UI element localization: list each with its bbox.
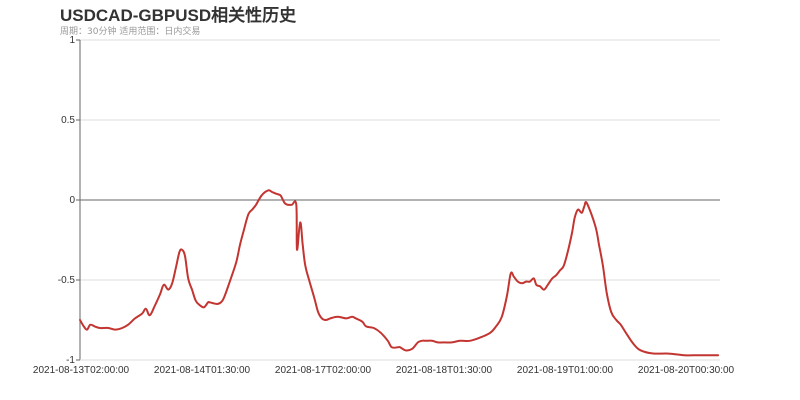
x-tick-label: 2021-08-19T01:00:00: [517, 365, 614, 376]
y-tick-label: 0: [69, 195, 75, 206]
y-tick-labels: 1 0.5 0 -0.5 -1: [58, 35, 80, 366]
x-tick-label: 2021-08-17T02:00:00: [275, 365, 372, 376]
correlation-line: [79, 189, 720, 357]
x-tick-labels: 2021-08-13T02:00:00 2021-08-14T01:30:00 20…: [33, 365, 735, 376]
grid-lines: [80, 39, 720, 361]
x-tick-label: 2021-08-20T00:30:00: [638, 365, 735, 376]
chart-subtitle: 周期：30分钟 适用范围：日内交易: [60, 27, 201, 37]
y-tick-label: 0.5: [61, 115, 75, 126]
y-tick-label: -1: [66, 355, 75, 366]
y-tick-label: -0.5: [58, 275, 76, 286]
chart-title: USDCAD-GBPUSD相关性历史: [60, 6, 297, 25]
x-tick-label: 2021-08-14T01:30:00: [154, 365, 251, 376]
x-tick-label: 2021-08-13T02:00:00: [33, 365, 130, 376]
y-tick-label: 1: [69, 35, 75, 46]
x-tick-label: 2021-08-18T01:30:00: [396, 365, 493, 376]
